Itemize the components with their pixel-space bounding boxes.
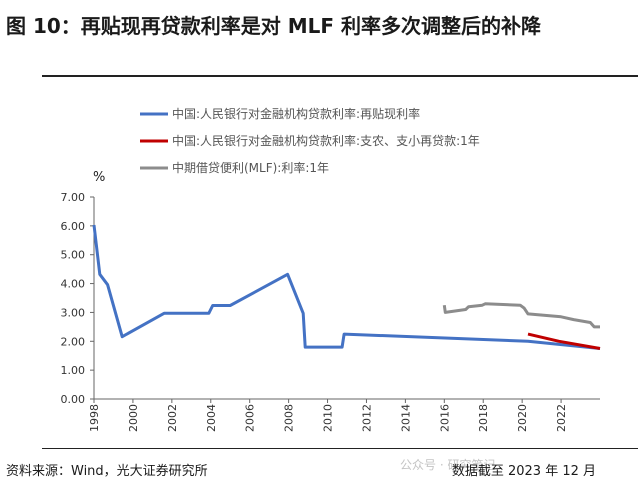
- date-note: 数据截至 2023 年 12 月: [451, 464, 596, 479]
- y-tick-label: 5.00: [61, 249, 86, 262]
- y-axis: 0.00 1.00 2.00 3.00 4.00 5.00 6.00 7.00: [61, 191, 95, 406]
- y-tick-label: 3.00: [61, 306, 86, 319]
- x-tick-label: 2014: [399, 404, 412, 432]
- x-tick-label: 2008: [283, 404, 296, 432]
- source-note: 资料来源：Wind，光大证券研究所: [6, 464, 208, 479]
- legend-label-1: 中国:人民银行对金融机构贷款利率:再贴现利率: [172, 106, 420, 121]
- chart-legend: 中国:人民银行对金融机构贷款利率:再贴现利率中国:人民银行对金融机构贷款利率:支…: [140, 106, 480, 175]
- top-divider: [42, 75, 638, 77]
- x-tick-label: 2002: [166, 404, 179, 432]
- x-tick-label: 2004: [205, 404, 218, 432]
- watermark-text: 公众号 · 研究笔记: [400, 458, 496, 472]
- series-line-1: [92, 224, 601, 350]
- series-lines: [92, 224, 601, 350]
- y-tick-label: 1.00: [61, 364, 86, 377]
- y-unit-label: %: [93, 170, 105, 185]
- x-tick-label: 2006: [244, 404, 257, 432]
- y-tick-label: 4.00: [61, 278, 86, 291]
- series-line-3: [442, 302, 600, 329]
- y-tick-label: 6.00: [61, 220, 86, 233]
- x-tick-label: 1998: [88, 404, 101, 432]
- series-line-2: [527, 332, 601, 350]
- legend-label-3: 中期借贷便利(MLF):利率:1年: [172, 160, 329, 175]
- x-tick-label: 2000: [127, 404, 140, 432]
- x-tick-label: 2010: [322, 404, 335, 432]
- y-tick-label: 0.00: [61, 393, 86, 406]
- x-tick-label: 2020: [516, 404, 529, 432]
- x-tick-label: 2012: [360, 404, 373, 432]
- rate-line-chart: 中国:人民银行对金融机构贷款利率:再贴现利率中国:人民银行对金融机构贷款利率:支…: [61, 106, 601, 432]
- x-tick-label: 2018: [477, 404, 490, 432]
- x-axis: 1998 2000 2002 2004 2006 2008 2010 2012 2014 2016…: [88, 398, 600, 432]
- y-tick-label: 2.00: [61, 335, 86, 348]
- bottom-divider: [42, 448, 638, 449]
- legend-label-2: 中国:人民银行对金融机构贷款利率:支农、支小再贷款:1年: [172, 133, 480, 148]
- y-tick-label: 7.00: [61, 191, 86, 204]
- figure-title: 图 10：再贴现再贷款利率是对 MLF 利率多次调整后的补降: [6, 14, 542, 38]
- x-tick-label: 2022: [555, 404, 568, 432]
- x-tick-label: 2016: [438, 404, 451, 432]
